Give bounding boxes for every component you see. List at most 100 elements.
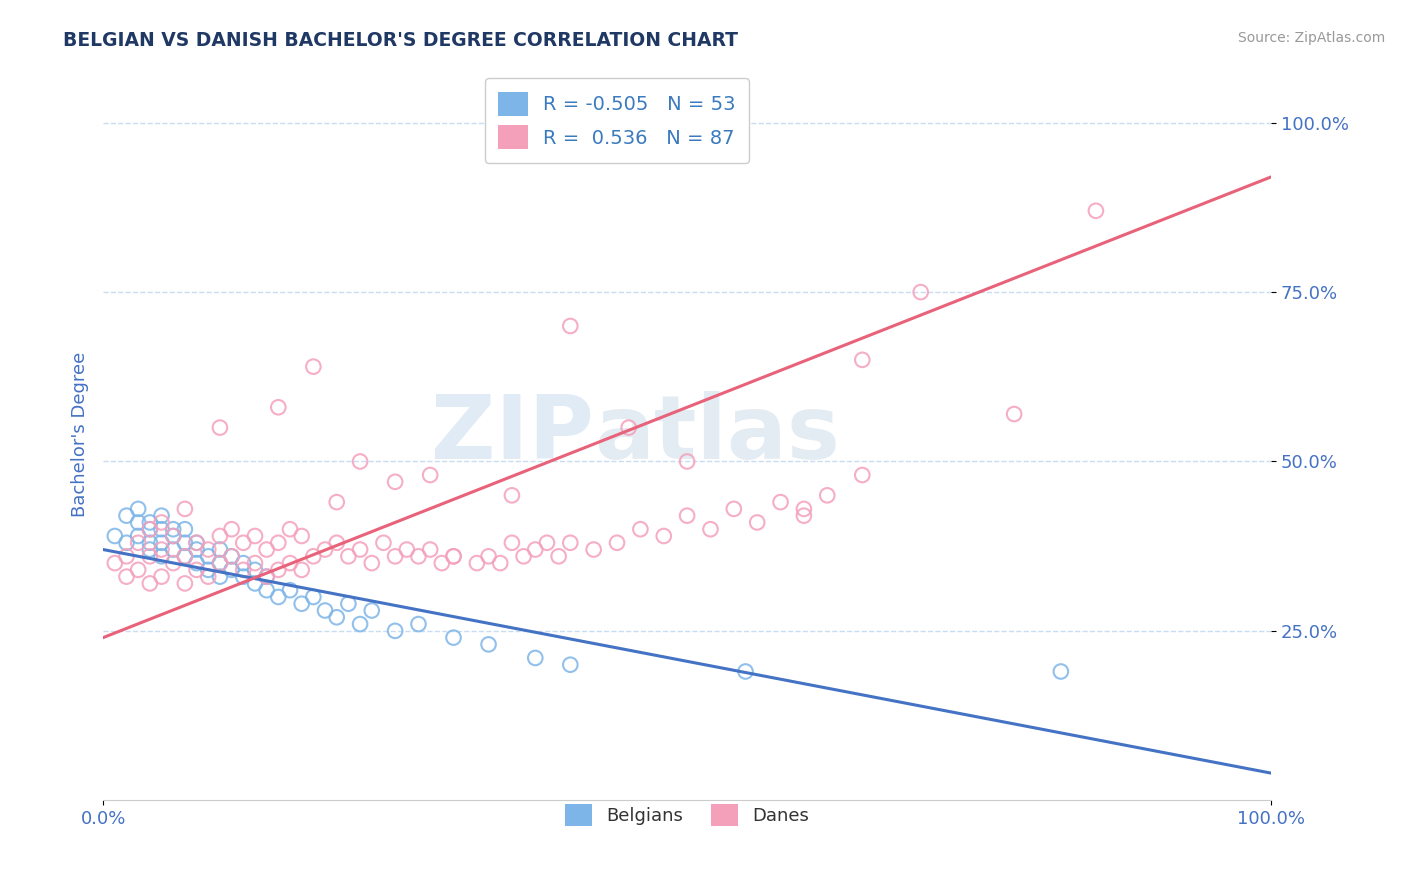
Point [256, 583, 278, 598]
Point [278, 583, 301, 598]
Point [851, 468, 873, 483]
Point [208, 529, 231, 543]
Point [1050, 665, 1073, 679]
Point [408, 617, 430, 632]
Point [408, 549, 430, 564]
Point [314, 542, 336, 557]
Point [127, 535, 149, 549]
Point [104, 529, 127, 543]
Point [139, 516, 162, 530]
Point [256, 569, 278, 583]
Point [221, 549, 243, 564]
Point [104, 556, 127, 570]
Point [243, 576, 266, 591]
Point [127, 516, 149, 530]
Point [267, 401, 290, 415]
Point [139, 549, 162, 564]
Point [150, 508, 173, 523]
Point [243, 563, 266, 577]
Point [325, 535, 347, 549]
Point [360, 603, 382, 617]
Point [208, 420, 231, 434]
Point [197, 549, 219, 564]
Point [384, 549, 406, 564]
Point [150, 522, 173, 536]
Point [699, 522, 721, 536]
Point [221, 549, 243, 564]
Point [617, 420, 640, 434]
Point [186, 556, 208, 570]
Point [267, 535, 290, 549]
Point [139, 576, 162, 591]
Point [547, 549, 569, 564]
Point [443, 549, 465, 564]
Point [536, 535, 558, 549]
Legend: Belgians, Danes: Belgians, Danes [557, 795, 818, 835]
Point [232, 535, 254, 549]
Point [384, 475, 406, 489]
Y-axis label: Bachelor's Degree: Bachelor's Degree [72, 351, 89, 517]
Point [851, 352, 873, 367]
Text: atlas: atlas [593, 391, 839, 478]
Point [115, 508, 138, 523]
Point [197, 542, 219, 557]
Point [243, 556, 266, 570]
Point [652, 529, 675, 543]
Point [278, 556, 301, 570]
Point [360, 556, 382, 570]
Point [186, 542, 208, 557]
Point [232, 556, 254, 570]
Point [582, 542, 605, 557]
Point [325, 610, 347, 624]
Text: BELGIAN VS DANISH BACHELOR'S DEGREE CORRELATION CHART: BELGIAN VS DANISH BACHELOR'S DEGREE CORR… [63, 31, 738, 50]
Point [139, 522, 162, 536]
Point [162, 542, 184, 557]
Point [278, 522, 301, 536]
Point [302, 359, 325, 374]
Point [465, 556, 488, 570]
Point [197, 563, 219, 577]
Point [769, 495, 792, 509]
Point [150, 535, 173, 549]
Point [430, 556, 453, 570]
Point [139, 522, 162, 536]
Point [676, 454, 699, 468]
Point [910, 285, 932, 299]
Point [747, 516, 769, 530]
Point [173, 549, 195, 564]
Point [302, 590, 325, 604]
Point [419, 542, 441, 557]
Point [302, 549, 325, 564]
Point [560, 657, 582, 672]
Point [1002, 407, 1025, 421]
Point [127, 563, 149, 577]
Point [734, 665, 756, 679]
Point [197, 569, 219, 583]
Point [349, 454, 371, 468]
Point [395, 542, 418, 557]
Point [560, 318, 582, 333]
Point [256, 542, 278, 557]
Text: ZIP: ZIP [430, 391, 593, 478]
Point [477, 637, 499, 651]
Point [243, 529, 266, 543]
Point [139, 535, 162, 549]
Point [186, 563, 208, 577]
Point [337, 549, 360, 564]
Point [1084, 203, 1107, 218]
Point [256, 569, 278, 583]
Point [512, 549, 534, 564]
Point [524, 651, 547, 665]
Point [267, 563, 290, 577]
Point [291, 529, 314, 543]
Point [419, 468, 441, 483]
Point [150, 569, 173, 583]
Point [232, 563, 254, 577]
Point [477, 549, 499, 564]
Point [115, 569, 138, 583]
Point [139, 542, 162, 557]
Point [443, 631, 465, 645]
Point [162, 529, 184, 543]
Point [173, 502, 195, 516]
Point [606, 535, 628, 549]
